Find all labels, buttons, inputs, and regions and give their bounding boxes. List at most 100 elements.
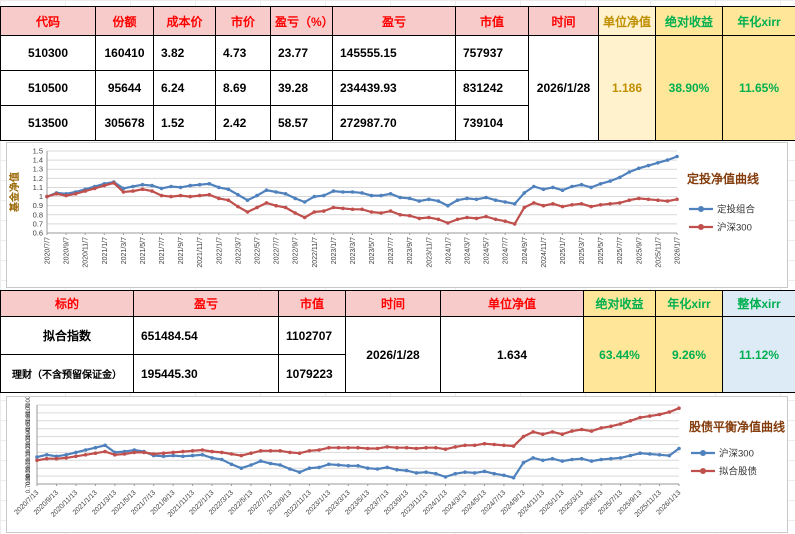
t1-header-abs-return[interactable]: 绝对收益: [655, 6, 723, 36]
t1-abs-return-value[interactable]: 38.90%: [655, 35, 723, 141]
svg-text:2021/3/7: 2021/3/7: [121, 237, 128, 264]
t1-cell-r2-market-value[interactable]: 739104: [455, 105, 529, 141]
dca-nav-chart-title: 定投净值曲线: [687, 171, 759, 186]
t1-cell-r2-market-price[interactable]: 2.42: [215, 105, 271, 141]
svg-text:1.4000: 1.4000: [26, 419, 32, 438]
t1-header-annual-xirr[interactable]: 年化xirr: [722, 6, 795, 36]
dca-nav-chart-series-0: [46, 155, 678, 207]
t2-header-market-value[interactable]: 市值: [278, 290, 346, 317]
t1-cell-r0-market-price[interactable]: 4.73: [215, 35, 271, 71]
t1-row-0: 510300 160410 3.82 4.73 23.77 145555.15 757937…: [0, 35, 795, 141]
svg-text:2025/3/7: 2025/3/7: [579, 237, 586, 264]
svg-text:2024/7/7: 2024/7/7: [503, 237, 510, 264]
t2-cell-r1-pnl[interactable]: 195445.30: [133, 354, 279, 393]
t2-cell-r1-target[interactable]: 理财（不含预留保证金）: [0, 354, 134, 393]
t2-cell-r0-market-value[interactable]: 1102707: [278, 316, 346, 355]
t1-cell-r1-market-price[interactable]: 8.69: [215, 70, 271, 106]
t1-unit-nav-value[interactable]: 1.186: [598, 35, 656, 141]
t1-header-market-price[interactable]: 市价: [215, 6, 271, 36]
t1-header-unit-nav[interactable]: 单位净值: [598, 6, 656, 36]
t1-cell-r0-pnl[interactable]: 145555.15: [332, 35, 456, 71]
t1-header-code[interactable]: 代码: [0, 6, 96, 36]
t2-header-date[interactable]: 时间: [345, 290, 441, 317]
svg-text:1.2000: 1.2000: [26, 435, 32, 454]
t1-cell-r2-pnl-pct[interactable]: 58.57: [270, 105, 333, 141]
svg-text:2023/3/7: 2023/3/7: [350, 237, 357, 264]
svg-text:1.3000: 1.3000: [26, 427, 32, 446]
t1-cell-r1-shares[interactable]: 95644: [95, 70, 154, 106]
svg-text:2023/5/7: 2023/5/7: [369, 237, 376, 264]
svg-text:2022/11/7: 2022/11/7: [312, 237, 319, 268]
svg-text:2023/7/7: 2023/7/7: [388, 237, 395, 264]
t1-cell-r1-code[interactable]: 510500: [0, 70, 96, 106]
t1-cell-r2-pnl[interactable]: 272987.70: [332, 105, 456, 141]
t2-row-0: 拟合指数 651484.54 1102707 2026/1/28 1.634 63.44%…: [0, 316, 795, 393]
t2-unit-nav-value[interactable]: 1.634: [440, 316, 584, 393]
svg-text:2026/1/7: 2026/1/7: [675, 237, 682, 264]
t1-cell-r1-pnl-pct[interactable]: 39.28: [270, 70, 333, 106]
t1-cell-r2-shares[interactable]: 305678: [95, 105, 154, 141]
t1-header-shares[interactable]: 份额: [95, 6, 154, 36]
t1-cell-r0-cost-price[interactable]: 3.82: [153, 35, 216, 71]
svg-text:2024/3/7: 2024/3/7: [465, 237, 472, 264]
t2-header-target[interactable]: 标的: [0, 290, 134, 317]
svg-text:1.1: 1.1: [33, 183, 43, 192]
svg-text:1: 1: [39, 192, 43, 201]
svg-text:0.9000: 0.9000: [26, 458, 32, 477]
t1-row-2: 513500 305678 1.52 2.42 58.57 272987.70 739104: [0, 105, 795, 141]
t2-overall-xirr-value[interactable]: 11.12%: [722, 316, 795, 393]
svg-text:2022/1/7: 2022/1/7: [216, 237, 223, 264]
t2-header-pnl[interactable]: 盈亏: [133, 290, 279, 317]
t1-cell-r0-shares[interactable]: 160410: [95, 35, 154, 71]
svg-text:2024/9/7: 2024/9/7: [522, 237, 529, 264]
balance-nav-chart[interactable]: 0.7000 0.8000 0.9000 1.0000 1.1000 1.2000 1.30…: [6, 395, 788, 533]
svg-text:2020/7/7: 2020/7/7: [45, 237, 52, 264]
svg-text:2025/5/7: 2025/5/7: [598, 237, 605, 264]
svg-text:1.5: 1.5: [33, 147, 43, 156]
svg-text:0.7000: 0.7000: [26, 474, 32, 493]
t1-header-pnl-pct[interactable]: 盈亏（%）: [270, 6, 333, 36]
svg-text:2021/5/7: 2021/5/7: [140, 237, 147, 264]
t1-cell-r1-pnl[interactable]: 234439.93: [332, 70, 456, 106]
t1-date-value[interactable]: 2026/1/28: [528, 35, 599, 141]
svg-text:2021/9/7: 2021/9/7: [178, 237, 185, 264]
dca-nav-chart-y-axis-title: 基金净值: [8, 172, 21, 213]
svg-text:2024/5/7: 2024/5/7: [484, 237, 491, 264]
t2-cell-r1-market-value[interactable]: 1079223: [278, 354, 346, 393]
svg-text:2022/7/7: 2022/7/7: [274, 237, 281, 264]
t2-header-annual-xirr[interactable]: 年化xirr: [655, 290, 723, 317]
t2-cell-r0-target[interactable]: 拟合指数: [0, 316, 134, 355]
t1-cell-r0-market-value[interactable]: 757937: [455, 35, 529, 71]
svg-text:1.3: 1.3: [33, 165, 43, 174]
t1-cell-r1-market-value[interactable]: 831242: [455, 70, 529, 106]
t2-date-value[interactable]: 2026/1/28: [345, 316, 441, 393]
t1-annual-xirr-value[interactable]: 11.65%: [722, 35, 795, 141]
balance-nav-chart-title: 股债平衡净值曲线: [689, 419, 785, 434]
dca-nav-chart-legend-1: 沪深300: [717, 222, 752, 234]
t2-abs-return-value[interactable]: 63.44%: [583, 316, 656, 393]
t1-cell-r2-code[interactable]: 513500: [0, 105, 96, 141]
t1-header-pnl[interactable]: 盈亏: [332, 6, 456, 36]
dca-nav-chart[interactable]: 0.6 0.7 0.8 0.9 1 1.1 1.2 1.3 1.4 1.5 2020/7/7 2020…: [6, 142, 788, 288]
t1-cell-r2-cost-price[interactable]: 1.52: [153, 105, 216, 141]
t1-cell-r0-code[interactable]: 510300: [0, 35, 96, 71]
t1-header-market-value[interactable]: 市值: [455, 6, 529, 36]
balance-nav-chart-legend-1: 拟合股债: [719, 466, 758, 478]
svg-text:2025/1/7: 2025/1/7: [560, 237, 567, 264]
t2-annual-xirr-value[interactable]: 9.26%: [655, 316, 723, 393]
t2-header-overall-xirr[interactable]: 整体xirr: [722, 290, 795, 317]
t2-row-1: 理财（不含预留保证金） 195445.30 1079223: [0, 354, 795, 393]
svg-text:0.9: 0.9: [33, 201, 43, 210]
t1-cell-r1-cost-price[interactable]: 6.24: [153, 70, 216, 106]
svg-text:1.5000: 1.5000: [26, 411, 32, 430]
t2-cell-r0-pnl[interactable]: 651484.54: [133, 316, 279, 355]
dca-nav-chart-svg: 0.60.70.80.911.11.21.31.41.5 2020/7/7 2020…: [8, 147, 759, 268]
t1-cell-r0-pnl-pct[interactable]: 23.77: [270, 35, 333, 71]
t2-header-unit-nav[interactable]: 单位净值: [440, 290, 584, 317]
t2-header-abs-return[interactable]: 绝对收益: [583, 290, 656, 317]
summary-table: 标的 盈亏 市值 时间 单位净值 绝对收益 年化xirr 整体xirr 拟合指数 651484.5…: [0, 290, 795, 393]
t1-header-date[interactable]: 时间: [528, 6, 599, 36]
t1-header-cost-price[interactable]: 成本价: [153, 6, 216, 36]
svg-text:2021/7/7: 2021/7/7: [159, 237, 166, 264]
svg-text:2022/3/7: 2022/3/7: [235, 237, 242, 264]
